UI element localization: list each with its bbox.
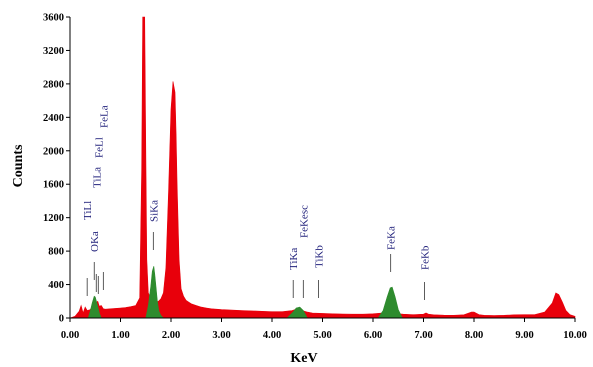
peak-label: FeLa: [98, 105, 110, 128]
peak-label: OKa: [89, 231, 101, 252]
x-tick-label: 9.00: [515, 330, 533, 341]
x-axis-title: KeV: [290, 351, 317, 366]
peak-label: FeKb: [420, 245, 432, 270]
axes: 0 400 800 1200 1600 2000 2400 2800 3200 3600 0.00 1…: [43, 13, 587, 342]
peak-label: TiKb: [313, 245, 325, 268]
x-tick-label: 4.00: [263, 330, 281, 341]
peak-label: FeKesc: [298, 205, 310, 238]
y-tick-label: 1200: [43, 213, 64, 224]
y-tick-label: 3600: [43, 13, 64, 24]
peak-label: FeKa: [386, 226, 398, 250]
y-tick-label: 1600: [43, 180, 64, 191]
peak-label: TiLl: [82, 201, 94, 220]
peak-label: SiKa: [148, 200, 160, 222]
x-tick-label: 7.00: [414, 330, 432, 341]
x-tick-label: 5.00: [313, 330, 331, 341]
y-tick-label: 3200: [43, 46, 64, 57]
y-axis-title: Counts: [11, 144, 26, 187]
y-tick-label: 800: [48, 247, 64, 258]
x-tick-label: 0.00: [61, 330, 79, 341]
y-tick-label: 2400: [43, 113, 64, 124]
spectrum-series-0: [69, 16, 576, 319]
peak-label: FeLl: [93, 137, 105, 158]
spectrum-series-1: [87, 266, 403, 319]
x-tick-label: 6.00: [364, 330, 382, 341]
y-tick-label: 0: [59, 314, 64, 325]
peak-label: TiKa: [288, 248, 300, 270]
x-tick-label: 3.00: [212, 330, 230, 341]
plot-area: [69, 16, 576, 319]
x-tick-label: 10.00: [563, 330, 587, 341]
x-tick-label: 8.00: [465, 330, 483, 341]
x-tick-label: 2.00: [162, 330, 180, 341]
y-tick-label: 2000: [43, 146, 64, 157]
y-tick-label: 2800: [43, 79, 64, 90]
x-tick-label: 1.00: [111, 330, 129, 341]
y-tick-label: 400: [48, 280, 64, 291]
peak-label: TiLa: [91, 167, 103, 188]
